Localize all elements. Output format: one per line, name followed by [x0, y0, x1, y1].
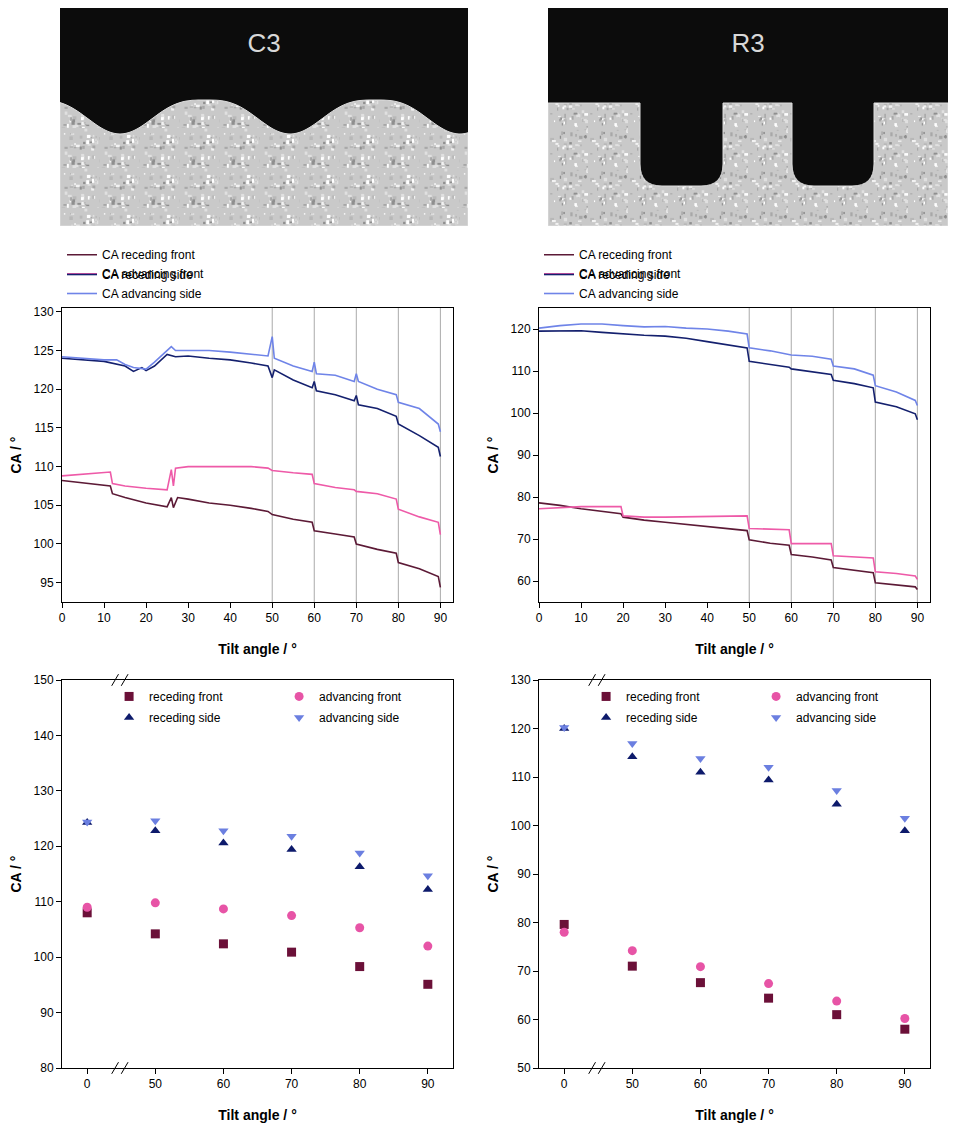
svg-text:40: 40: [223, 611, 237, 625]
svg-text:80: 80: [517, 916, 531, 930]
svg-text:80: 80: [353, 1077, 367, 1091]
svg-text:140: 140: [34, 729, 54, 743]
svg-text:60: 60: [308, 611, 322, 625]
svg-text:90: 90: [911, 611, 925, 625]
svg-text:110: 110: [511, 770, 530, 784]
svg-text:CA advancing front: CA advancing front: [102, 267, 204, 281]
svg-text:80: 80: [517, 490, 531, 504]
svg-text:0: 0: [84, 1077, 91, 1091]
svg-text:20: 20: [616, 611, 630, 625]
svg-text:90: 90: [517, 448, 531, 462]
svg-text:80: 80: [40, 1061, 54, 1075]
svg-text:105: 105: [34, 498, 54, 512]
svg-text:70: 70: [762, 1077, 776, 1091]
svg-text:130: 130: [34, 305, 54, 319]
svg-text:CA advancing front: CA advancing front: [579, 267, 681, 281]
svg-text:120: 120: [511, 322, 531, 336]
svg-text:60: 60: [217, 1077, 231, 1091]
svg-text:120: 120: [511, 722, 531, 736]
svg-text:receding side: receding side: [149, 711, 221, 725]
svg-text:70: 70: [350, 611, 364, 625]
svg-text:C3: C3: [247, 28, 280, 58]
svg-text:Tilt angle / °: Tilt angle / °: [695, 641, 773, 657]
svg-text:30: 30: [658, 611, 672, 625]
svg-text:50: 50: [266, 611, 280, 625]
svg-text:CA / °: CA / °: [8, 437, 24, 474]
svg-text:100: 100: [34, 537, 54, 551]
svg-text:CA receding front: CA receding front: [579, 248, 672, 262]
svg-text:50: 50: [626, 1077, 640, 1091]
svg-text:0: 0: [59, 611, 66, 625]
svg-text:110: 110: [34, 460, 53, 474]
svg-text:120: 120: [34, 382, 54, 396]
svg-text:90: 90: [517, 867, 531, 881]
svg-text:110: 110: [34, 895, 53, 909]
svg-text:receding front: receding front: [626, 690, 700, 704]
svg-text:receding side: receding side: [626, 711, 698, 725]
svg-text:120: 120: [34, 839, 54, 853]
svg-text:90: 90: [421, 1077, 435, 1091]
svg-text:110: 110: [511, 364, 530, 378]
svg-text:80: 80: [392, 611, 406, 625]
svg-text:10: 10: [97, 611, 111, 625]
svg-text:10: 10: [574, 611, 588, 625]
svg-text:50: 50: [149, 1077, 163, 1091]
svg-text:90: 90: [434, 611, 448, 625]
svg-text:CA receding side: CA receding side: [579, 268, 670, 282]
svg-text:130: 130: [34, 784, 54, 798]
svg-text:50: 50: [743, 611, 757, 625]
svg-text:95: 95: [40, 576, 54, 590]
svg-text:Tilt angle / °: Tilt angle / °: [695, 1107, 773, 1123]
svg-text:0: 0: [561, 1077, 568, 1091]
svg-text:115: 115: [34, 421, 53, 435]
svg-text:60: 60: [517, 1013, 531, 1027]
svg-text:CA advancing side: CA advancing side: [579, 287, 679, 301]
svg-text:CA / °: CA / °: [8, 856, 24, 893]
svg-text:0: 0: [536, 611, 543, 625]
svg-text:R3: R3: [731, 28, 764, 58]
svg-text:advancing front: advancing front: [319, 690, 402, 704]
svg-text:20: 20: [139, 611, 153, 625]
svg-text:90: 90: [898, 1077, 912, 1091]
svg-text:90: 90: [40, 1006, 54, 1020]
svg-text:60: 60: [517, 574, 531, 588]
svg-text:70: 70: [517, 964, 531, 978]
svg-text:70: 70: [517, 532, 531, 546]
svg-text:Tilt angle / °: Tilt angle / °: [218, 641, 296, 657]
svg-text:CA / °: CA / °: [485, 437, 501, 474]
svg-text:80: 80: [869, 611, 883, 625]
svg-text:100: 100: [511, 406, 531, 420]
svg-text:receding front: receding front: [149, 690, 223, 704]
svg-text:advancing side: advancing side: [319, 711, 399, 725]
svg-text:60: 60: [694, 1077, 708, 1091]
svg-text:100: 100: [511, 819, 531, 833]
svg-text:CA advancing side: CA advancing side: [102, 287, 202, 301]
svg-text:50: 50: [517, 1061, 531, 1075]
svg-text:advancing side: advancing side: [796, 711, 876, 725]
svg-text:CA / °: CA / °: [485, 856, 501, 893]
svg-text:60: 60: [785, 611, 799, 625]
svg-text:80: 80: [830, 1077, 844, 1091]
svg-text:CA receding side: CA receding side: [102, 268, 193, 282]
svg-text:70: 70: [285, 1077, 299, 1091]
svg-text:100: 100: [34, 950, 54, 964]
svg-text:125: 125: [34, 344, 54, 358]
svg-text:30: 30: [181, 611, 195, 625]
svg-text:40: 40: [700, 611, 714, 625]
svg-text:Tilt angle / °: Tilt angle / °: [218, 1107, 296, 1123]
svg-text:150: 150: [34, 673, 54, 687]
svg-text:70: 70: [827, 611, 841, 625]
svg-text:CA receding front: CA receding front: [102, 248, 195, 262]
svg-text:130: 130: [511, 673, 531, 687]
svg-text:advancing front: advancing front: [796, 690, 879, 704]
